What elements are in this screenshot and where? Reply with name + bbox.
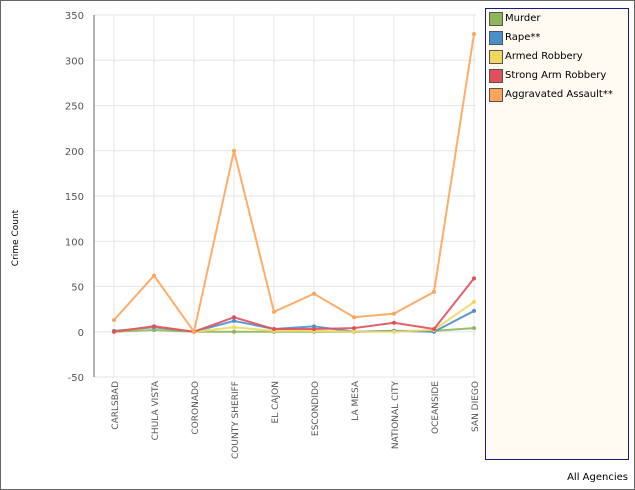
data-point bbox=[312, 327, 316, 332]
data-point bbox=[272, 327, 276, 332]
legend-label: Aggravated Assault** bbox=[505, 89, 613, 100]
data-point bbox=[352, 329, 356, 334]
y-axis-label: Crime Count bbox=[11, 209, 21, 267]
y-tick-label: -50 bbox=[68, 373, 84, 384]
x-tick-label: LA MESA bbox=[351, 380, 361, 421]
x-tick-label: CORONADO bbox=[191, 381, 201, 435]
legend-swatch bbox=[489, 87, 503, 102]
y-tick-label: 300 bbox=[65, 56, 84, 67]
x-tick-label: COUNTY SHERIFF bbox=[231, 381, 241, 459]
legend-item[interactable]: Armed Robbery bbox=[489, 47, 628, 66]
data-point bbox=[472, 32, 476, 37]
y-tick-label: 200 bbox=[65, 147, 84, 158]
data-point bbox=[352, 326, 356, 331]
legend-label: Rape** bbox=[505, 32, 541, 43]
x-tick-label: SAN DIEGO bbox=[471, 381, 481, 432]
data-point bbox=[472, 276, 476, 281]
data-point bbox=[232, 329, 236, 334]
data-point bbox=[472, 326, 476, 331]
x-tick-label: EL CAJON bbox=[271, 381, 281, 423]
data-point bbox=[392, 311, 396, 316]
legend-item[interactable]: Aggravated Assault** bbox=[489, 85, 628, 104]
data-point bbox=[392, 320, 396, 325]
y-tick-label: 150 bbox=[65, 192, 84, 203]
y-tick-label: 50 bbox=[71, 283, 84, 294]
legend-item[interactable]: Rape** bbox=[489, 28, 628, 47]
legend-item[interactable]: Strong Arm Robbery bbox=[489, 66, 628, 85]
data-point bbox=[232, 318, 236, 323]
y-tick-label: 250 bbox=[65, 102, 84, 113]
data-point bbox=[312, 291, 316, 296]
data-point bbox=[192, 329, 196, 334]
x-tick-label: OCEANSIDE bbox=[431, 381, 441, 434]
y-tick-label: 0 bbox=[78, 328, 84, 339]
legend-swatch bbox=[489, 68, 503, 83]
data-point bbox=[432, 289, 436, 294]
legend-swatch bbox=[489, 30, 503, 45]
data-point bbox=[272, 309, 276, 314]
x-tick-label: ESCONDIDO bbox=[311, 381, 321, 436]
legend-swatch bbox=[489, 49, 503, 64]
data-point bbox=[232, 148, 236, 153]
data-point bbox=[232, 315, 236, 320]
legend-swatch bbox=[489, 11, 503, 26]
footer-label: All Agencies bbox=[567, 472, 628, 483]
legend-label: Strong Arm Robbery bbox=[505, 70, 607, 81]
series-line bbox=[113, 33, 475, 335]
y-tick-label: 100 bbox=[65, 237, 84, 248]
x-tick-label: NATIONAL CITY bbox=[391, 380, 401, 449]
data-point bbox=[232, 325, 236, 330]
legend-label: Murder bbox=[505, 13, 541, 24]
x-tick-label: CARLSBAD bbox=[111, 381, 121, 430]
x-tick-label: CHULA VISTA bbox=[151, 380, 161, 440]
legend-label: Armed Robbery bbox=[505, 51, 583, 62]
data-point bbox=[472, 308, 476, 313]
legend-item[interactable]: Murder bbox=[489, 9, 628, 28]
y-tick-label: 350 bbox=[65, 11, 84, 22]
data-point bbox=[352, 315, 356, 320]
series-line bbox=[113, 277, 475, 333]
data-point bbox=[112, 317, 116, 322]
data-point bbox=[112, 329, 116, 334]
data-point bbox=[392, 329, 396, 334]
legend: Murder Rape** Armed Robbery Strong Arm Robb… bbox=[485, 8, 629, 460]
data-point bbox=[152, 324, 156, 329]
data-point bbox=[472, 299, 476, 304]
data-point bbox=[432, 327, 436, 332]
data-point bbox=[152, 273, 156, 278]
